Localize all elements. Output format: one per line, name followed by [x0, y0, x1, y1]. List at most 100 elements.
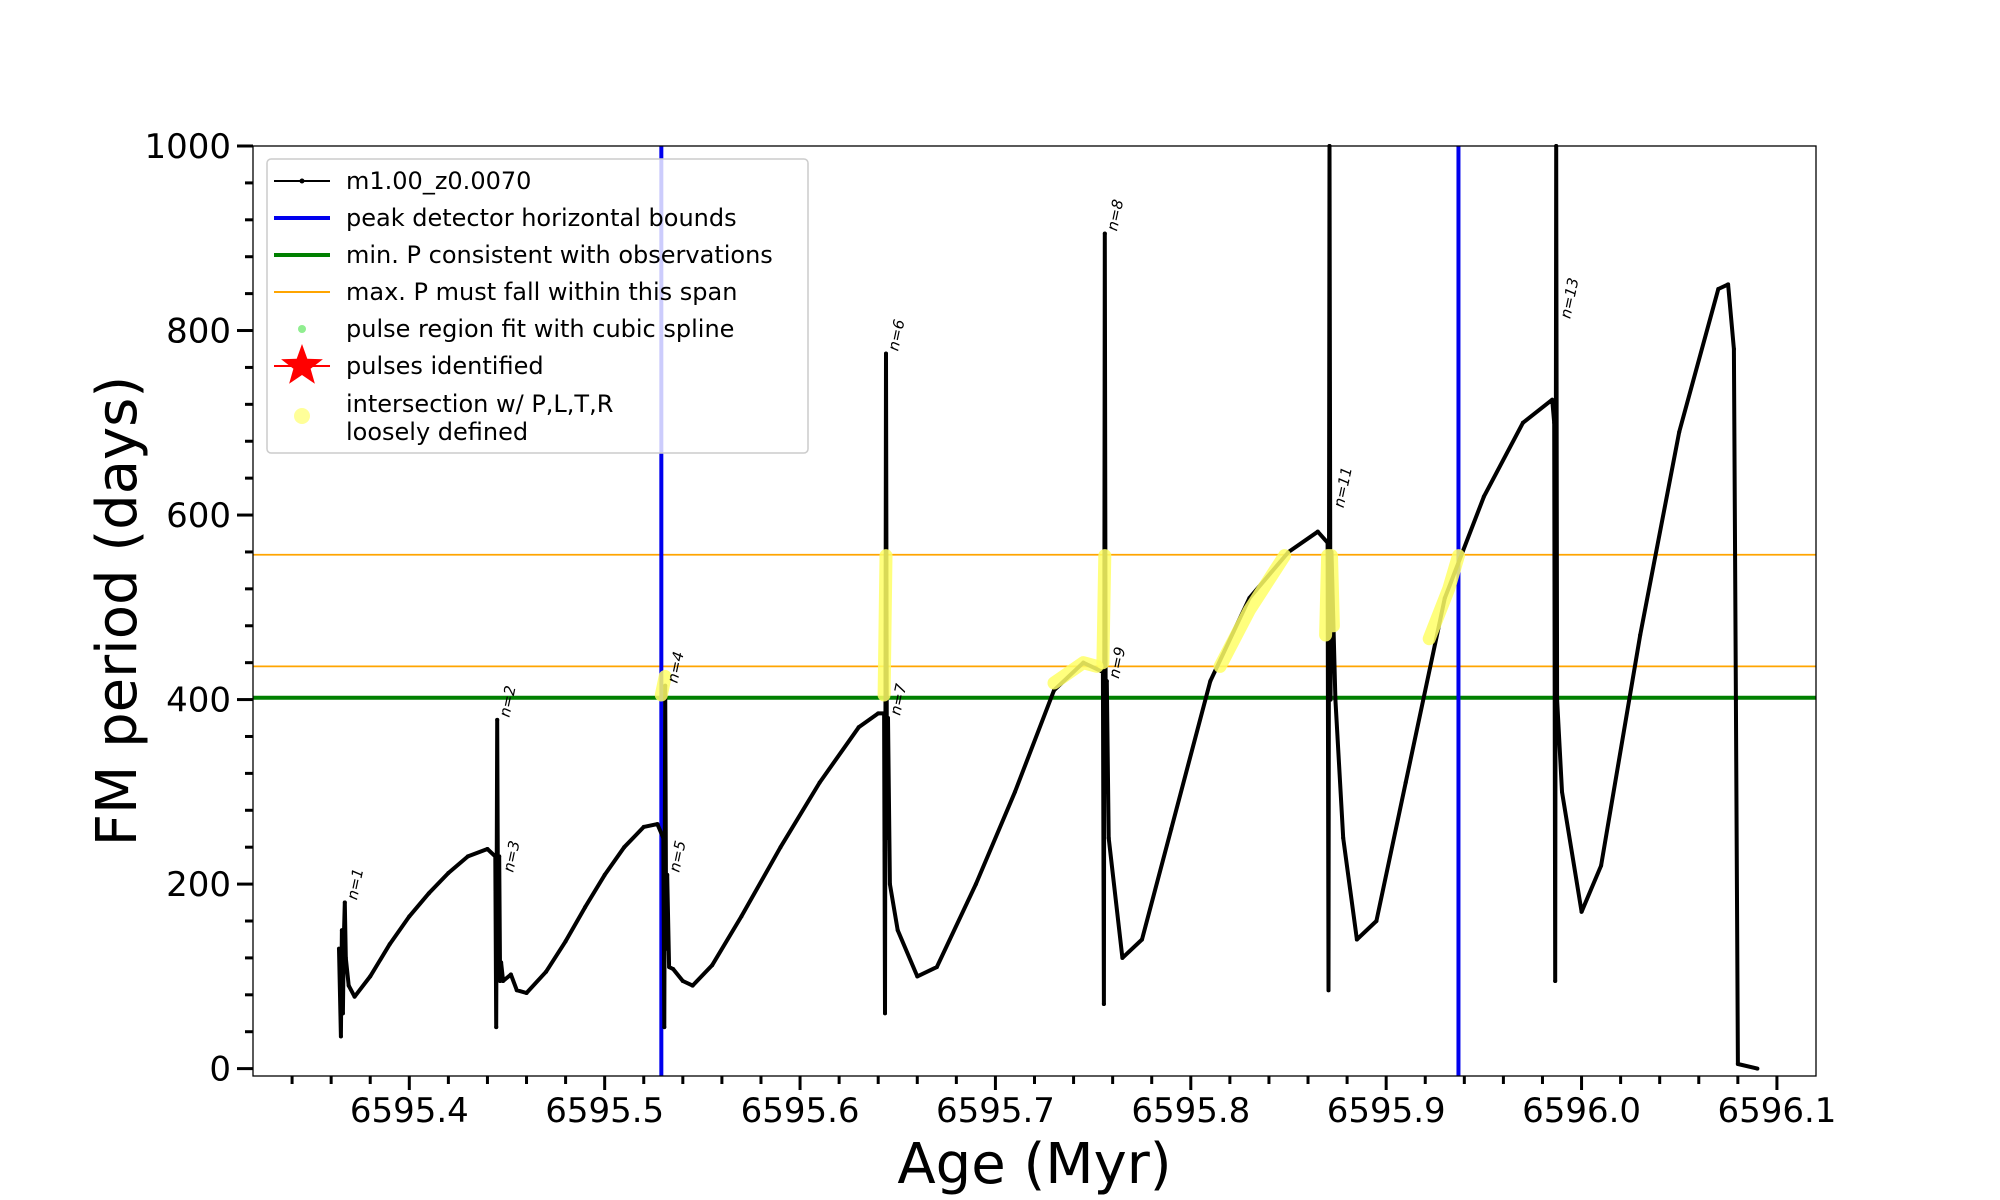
series-point-25: [514, 988, 519, 993]
highlight-group: [654, 549, 1465, 702]
series-point-48: [876, 711, 881, 716]
series-point-6: [343, 955, 348, 960]
x-axis-title: Age (Myr): [897, 1132, 1171, 1197]
series-point-99: [1726, 282, 1731, 287]
series-point-31: [622, 845, 627, 850]
y-tick-label-0: 0: [209, 1050, 231, 1090]
series-point-101: [1733, 697, 1738, 702]
x-axis: 6595.4 6595.5 6595.6 6595.7 6595.8 6595.9 6596…: [290, 1076, 1836, 1131]
legend-label-4: pulse region fit with cubic spline: [346, 315, 734, 343]
y-axis-title: FM period (days): [85, 376, 150, 846]
pulse-label-1: n=2: [496, 684, 520, 719]
x-tick-label-5: 6595.9: [1327, 1091, 1446, 1131]
series-point-64: [1102, 231, 1107, 236]
legend-label-line: loosely defined: [346, 418, 528, 446]
series-point-100: [1731, 346, 1736, 351]
series-point-45: [778, 845, 783, 850]
series-point-75: [1325, 540, 1330, 545]
series-point-39: [667, 965, 672, 970]
series-point-102: [1735, 1062, 1740, 1067]
series-point-54: [887, 882, 892, 887]
series-point-8: [352, 994, 357, 999]
series-point-22: [499, 960, 504, 965]
series-point-98: [1716, 287, 1721, 292]
series-point-81: [1341, 835, 1346, 840]
series-point-14: [465, 854, 470, 859]
series-point-17: [494, 1025, 499, 1030]
legend-label-6: intersection w/ P,L,T,R loosely defined: [346, 390, 613, 446]
series-point-63: [1101, 1002, 1106, 1007]
legend-handle-4: [298, 325, 306, 333]
series-point-68: [1120, 955, 1125, 960]
series-point-47: [856, 725, 861, 730]
pulse-label-2: n=3: [499, 839, 523, 874]
y-tick-label-1: 200: [166, 865, 231, 905]
x-tick-label-0: 6595.4: [350, 1091, 469, 1131]
x-tick-label-1: 6595.5: [545, 1091, 664, 1131]
series-point-88: [1550, 397, 1555, 402]
series-point-10: [387, 942, 392, 947]
highlight-segment-6: [1422, 549, 1465, 646]
legend-box: [266, 158, 809, 454]
series-point-46: [817, 780, 822, 785]
series-point-103: [1755, 1066, 1760, 1071]
series-point-18: [495, 717, 500, 722]
series-point-2: [339, 928, 344, 933]
highlight-segment-3: [1096, 549, 1112, 670]
series-point-56: [915, 974, 920, 979]
series-point-57: [934, 965, 939, 970]
series-point-76: [1326, 988, 1331, 993]
legend-label-line: pulse region fit with cubic spline: [346, 315, 734, 343]
series-point-82: [1354, 937, 1359, 942]
series-point-70: [1169, 826, 1174, 831]
series-point-74: [1315, 529, 1320, 534]
series-point-27: [544, 969, 549, 974]
x-tick-label-6: 6596.0: [1522, 1091, 1641, 1131]
series-point-34: [661, 835, 666, 840]
y-tick-label-5: 1000: [144, 127, 231, 167]
series-point-50: [883, 1011, 888, 1016]
horizontal-reference-lines: [253, 553, 1816, 700]
series-point-21: [498, 978, 503, 983]
series-point-0: [336, 946, 341, 951]
series-point-43: [710, 963, 715, 968]
series-point-80: [1333, 697, 1338, 702]
series-point-20: [497, 854, 502, 859]
series-point-90: [1553, 978, 1558, 983]
series-point-40: [671, 966, 676, 971]
series-point-41: [680, 978, 685, 983]
series-point-78: [1328, 697, 1333, 702]
y-tick-label-3: 600: [166, 496, 231, 536]
x-tick-label-3: 6595.7: [936, 1091, 1055, 1131]
x-tick-label-7: 6596.1: [1717, 1091, 1836, 1131]
legend-label-line: max. P must fall within this span: [346, 278, 737, 306]
series-point-33: [655, 822, 660, 827]
x-tick-label-2: 6595.6: [741, 1091, 860, 1131]
series-point-26: [524, 990, 529, 995]
legend-label-0: m1.00_z0.0070: [346, 167, 531, 195]
series-point-13: [446, 871, 451, 876]
series-point-5: [342, 900, 347, 905]
highlight-segment-4: [1213, 549, 1292, 673]
series-point-35: [662, 1025, 667, 1030]
series-point-86: [1481, 494, 1486, 499]
series-point-62: [1100, 669, 1105, 674]
series-point-24: [508, 972, 513, 977]
series-point-23: [501, 978, 506, 983]
legend-handle-6: [294, 408, 310, 424]
pulse-label-5: n=6: [884, 318, 908, 353]
legend-label-line: m1.00_z0.0070: [346, 167, 531, 195]
series-point-89: [1552, 420, 1557, 425]
series-point-49: [882, 711, 887, 716]
y-tick-label-4: 800: [166, 312, 231, 352]
highlight-segment-1: [877, 549, 893, 702]
legend-marker-0: [299, 178, 305, 184]
series-point-51: [884, 351, 889, 356]
series-point-66: [1104, 679, 1109, 684]
series-point-30: [602, 872, 607, 877]
series-point-83: [1374, 919, 1379, 923]
series-point-96: [1638, 632, 1643, 637]
series-point-59: [1012, 789, 1017, 794]
series-point-95: [1599, 863, 1604, 868]
